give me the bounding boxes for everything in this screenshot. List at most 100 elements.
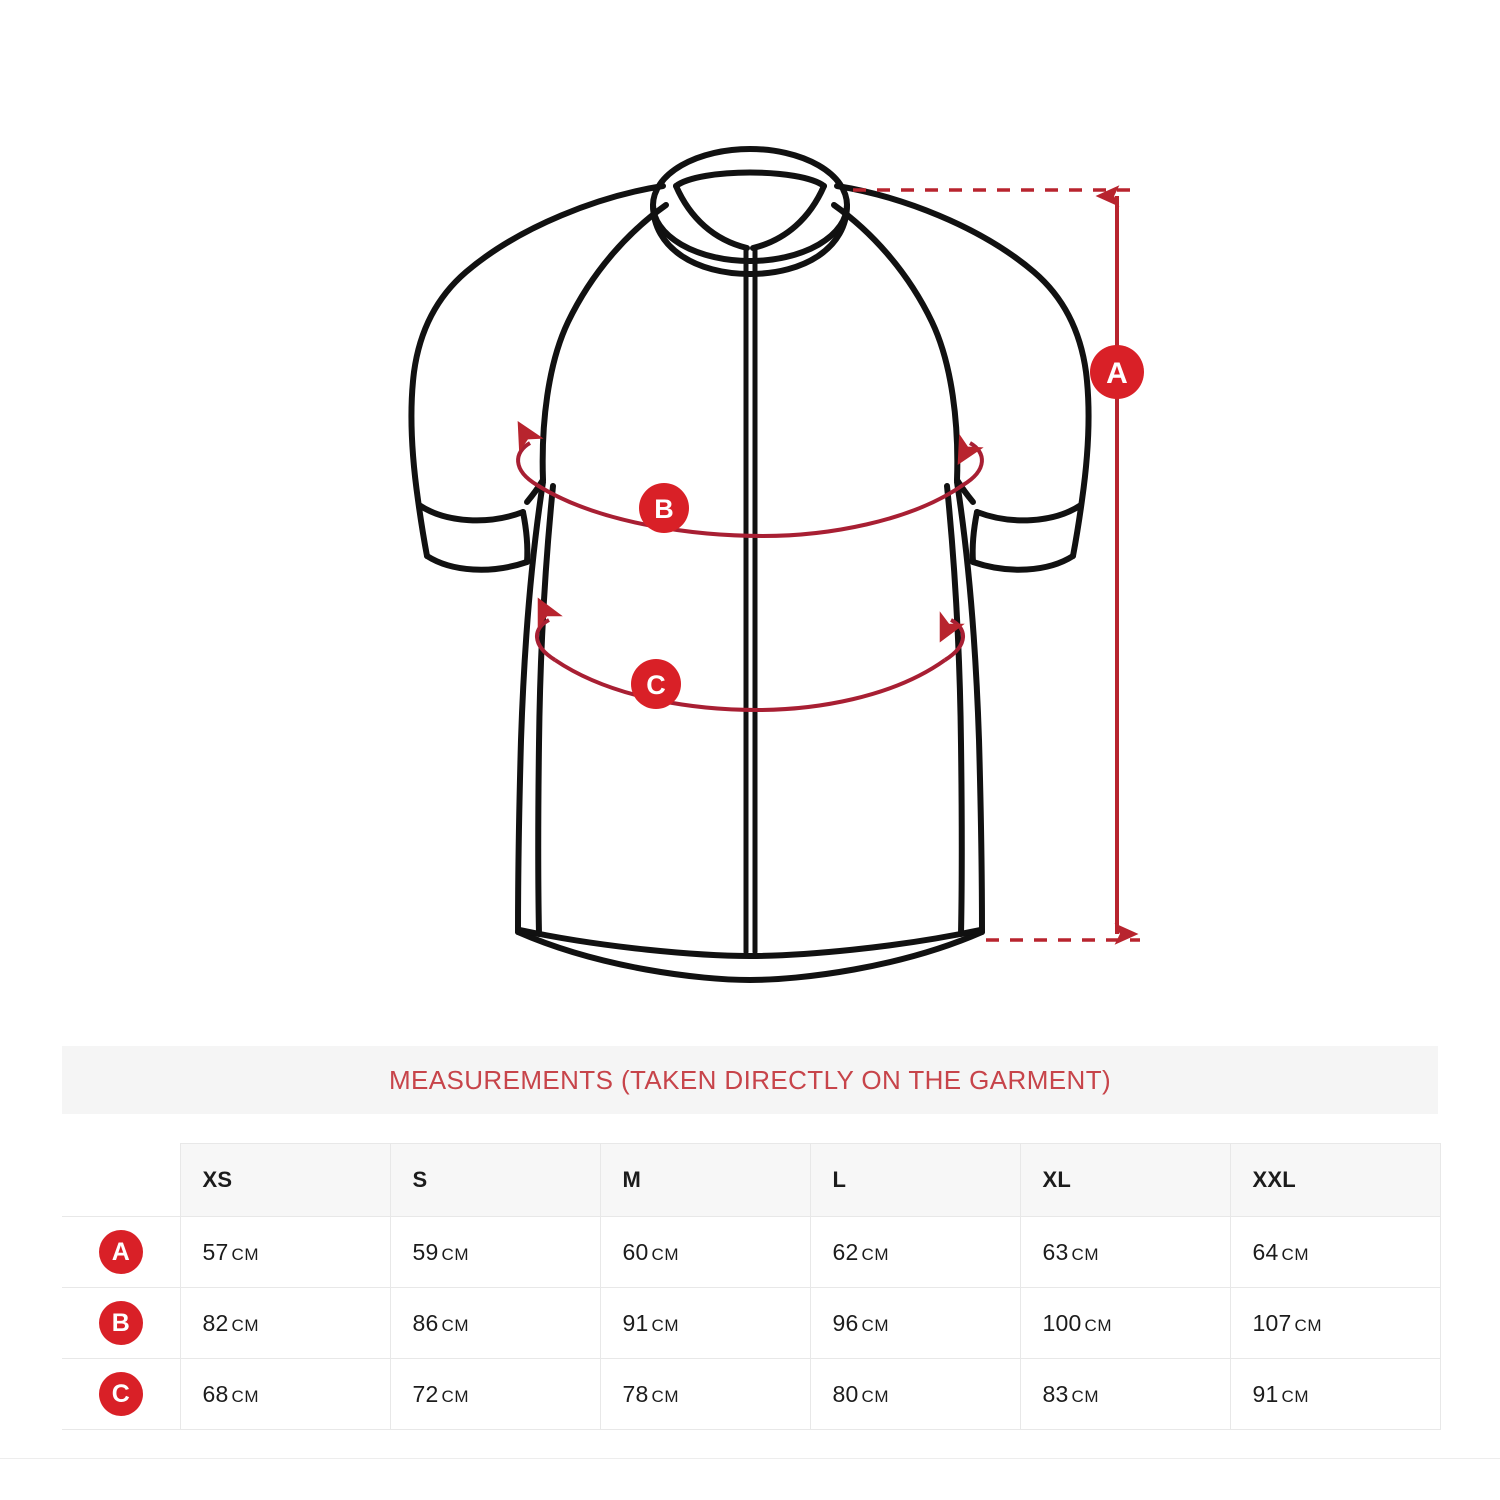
cell-b-xl: 100 CM: [1019, 1287, 1231, 1359]
table-body: A 57 CM 59 CM 60 CM 62 CM 63 CM 64 CM B 82 CM 86 CM 91 CM 96…: [62, 1216, 1441, 1430]
cell-c-xl: 83 CM: [1019, 1358, 1231, 1430]
dimension-b-right-hook: [957, 433, 984, 487]
table-header-s: S: [389, 1143, 601, 1217]
cell-number: 107: [1252, 1309, 1292, 1336]
cell-unit: CM: [651, 1315, 680, 1335]
table-header-m: M: [599, 1143, 811, 1217]
cell-number: 68: [202, 1380, 229, 1407]
cell-unit: CM: [861, 1386, 890, 1406]
cell-value: 83 CM: [1021, 1381, 1230, 1408]
cell-a-xl: 63 CM: [1019, 1216, 1231, 1288]
cell-a-xxl: 64 CM: [1229, 1216, 1441, 1288]
cell-unit: CM: [861, 1244, 890, 1264]
marker-c-badge: C: [631, 659, 681, 709]
table-header-m-label: M: [622, 1167, 642, 1192]
table-header-xxl-label: XXL: [1252, 1167, 1296, 1192]
table-header-xs-label: XS: [202, 1167, 233, 1192]
cell-value: 86 CM: [391, 1310, 600, 1337]
measurements-banner-text: MEASUREMENTS (TAKEN DIRECTLY ON THE GARM…: [388, 1064, 1112, 1095]
cell-number: 78: [622, 1380, 649, 1407]
marker-b-badge: B: [639, 483, 689, 533]
cell-number: 63: [1042, 1238, 1069, 1265]
dimension-c: [535, 597, 965, 713]
cell-number: 86: [412, 1309, 439, 1336]
cell-b-s: 86 CM: [389, 1287, 601, 1359]
row-badge-cell-c: C: [62, 1358, 181, 1430]
cell-number: 62: [832, 1238, 859, 1265]
cell-b-l: 96 CM: [809, 1287, 1021, 1359]
cell-value: 91 CM: [1231, 1381, 1440, 1408]
cell-b-xs: 82 CM: [179, 1287, 391, 1359]
dimension-b-left-hook: [516, 421, 544, 487]
cell-number: 82: [202, 1309, 229, 1336]
row-badge-cell-a: A: [62, 1216, 181, 1288]
cell-c-s: 72 CM: [389, 1358, 601, 1430]
cell-a-m: 60 CM: [599, 1216, 811, 1288]
cell-unit: CM: [651, 1386, 680, 1406]
dimension-c-right-hook: [939, 611, 965, 662]
cell-number: 100: [1042, 1309, 1082, 1336]
cell-number: 80: [832, 1380, 859, 1407]
cell-value: 82 CM: [181, 1310, 390, 1337]
cell-unit: CM: [1084, 1315, 1113, 1335]
cell-value: 63 CM: [1021, 1239, 1230, 1266]
cell-unit: CM: [1294, 1315, 1323, 1335]
cell-value: 91 CM: [601, 1310, 810, 1337]
cell-value: 72 CM: [391, 1381, 600, 1408]
cell-value: 78 CM: [601, 1381, 810, 1408]
jersey-diagram: A B C: [408, 146, 1144, 983]
cell-number: 96: [832, 1309, 859, 1336]
cell-number: 57: [202, 1238, 229, 1265]
cell-unit: CM: [1281, 1386, 1310, 1406]
cell-unit: CM: [231, 1315, 260, 1335]
cell-unit: CM: [441, 1244, 470, 1264]
marker-c-label: C: [646, 670, 666, 700]
cell-unit: CM: [861, 1315, 890, 1335]
size-measurements-table: XS S M L XL XXL A 57 CM 59 CM 60 CM 62 CM 63: [62, 1143, 1441, 1430]
cell-value: 68 CM: [181, 1381, 390, 1408]
table-header-row: XS S M L XL XXL: [62, 1143, 1441, 1217]
cell-number: 83: [1042, 1380, 1069, 1407]
cell-a-l: 62 CM: [809, 1216, 1021, 1288]
table-header-xxl: XXL: [1229, 1143, 1441, 1217]
dimension-b: [516, 421, 984, 539]
measurements-banner: MEASUREMENTS (TAKEN DIRECTLY ON THE GARM…: [62, 1046, 1438, 1114]
cell-value: 96 CM: [811, 1310, 1020, 1337]
jersey-outline: [408, 146, 1092, 983]
cell-value: 107 CM: [1231, 1310, 1440, 1337]
cell-c-m: 78 CM: [599, 1358, 811, 1430]
dimension-b-front-arc: [535, 483, 965, 539]
marker-a-badge: A: [1090, 345, 1144, 399]
cell-unit: CM: [1071, 1386, 1100, 1406]
table-header-s-label: S: [412, 1167, 428, 1192]
marker-b-label: B: [654, 494, 674, 524]
cell-number: 91: [1252, 1380, 1279, 1407]
table-header-badge-column: [62, 1143, 181, 1217]
dimension-c-left-hook: [535, 597, 563, 662]
table-row: C 68 CM 72 CM 78 CM 80 CM 83 CM 91 CM: [62, 1358, 1441, 1430]
cell-value: 100 CM: [1021, 1310, 1230, 1337]
cell-c-l: 80 CM: [809, 1358, 1021, 1430]
cell-value: 60 CM: [601, 1239, 810, 1266]
cell-unit: CM: [231, 1244, 260, 1264]
cell-number: 72: [412, 1380, 439, 1407]
cell-number: 64: [1252, 1238, 1279, 1265]
cell-value: 59 CM: [391, 1239, 600, 1266]
cell-unit: CM: [1281, 1244, 1310, 1264]
table-header-l: L: [809, 1143, 1021, 1217]
cell-a-s: 59 CM: [389, 1216, 601, 1288]
dimension-a: [853, 185, 1140, 945]
cell-unit: CM: [1071, 1244, 1100, 1264]
row-badge-c: C: [98, 1372, 143, 1416]
table-row: B 82 CM 86 CM 91 CM 96 CM 100 CM 107 CM: [62, 1287, 1441, 1359]
cell-unit: CM: [651, 1244, 680, 1264]
cell-a-xs: 57 CM: [179, 1216, 391, 1288]
cell-unit: CM: [231, 1386, 260, 1406]
table-header-xl: XL: [1019, 1143, 1231, 1217]
table-header-xl-label: XL: [1042, 1167, 1072, 1192]
cell-number: 91: [622, 1309, 649, 1336]
footer-divider: [0, 1458, 1500, 1459]
row-badge-b: B: [98, 1301, 143, 1345]
row-badge-a: A: [98, 1230, 143, 1274]
